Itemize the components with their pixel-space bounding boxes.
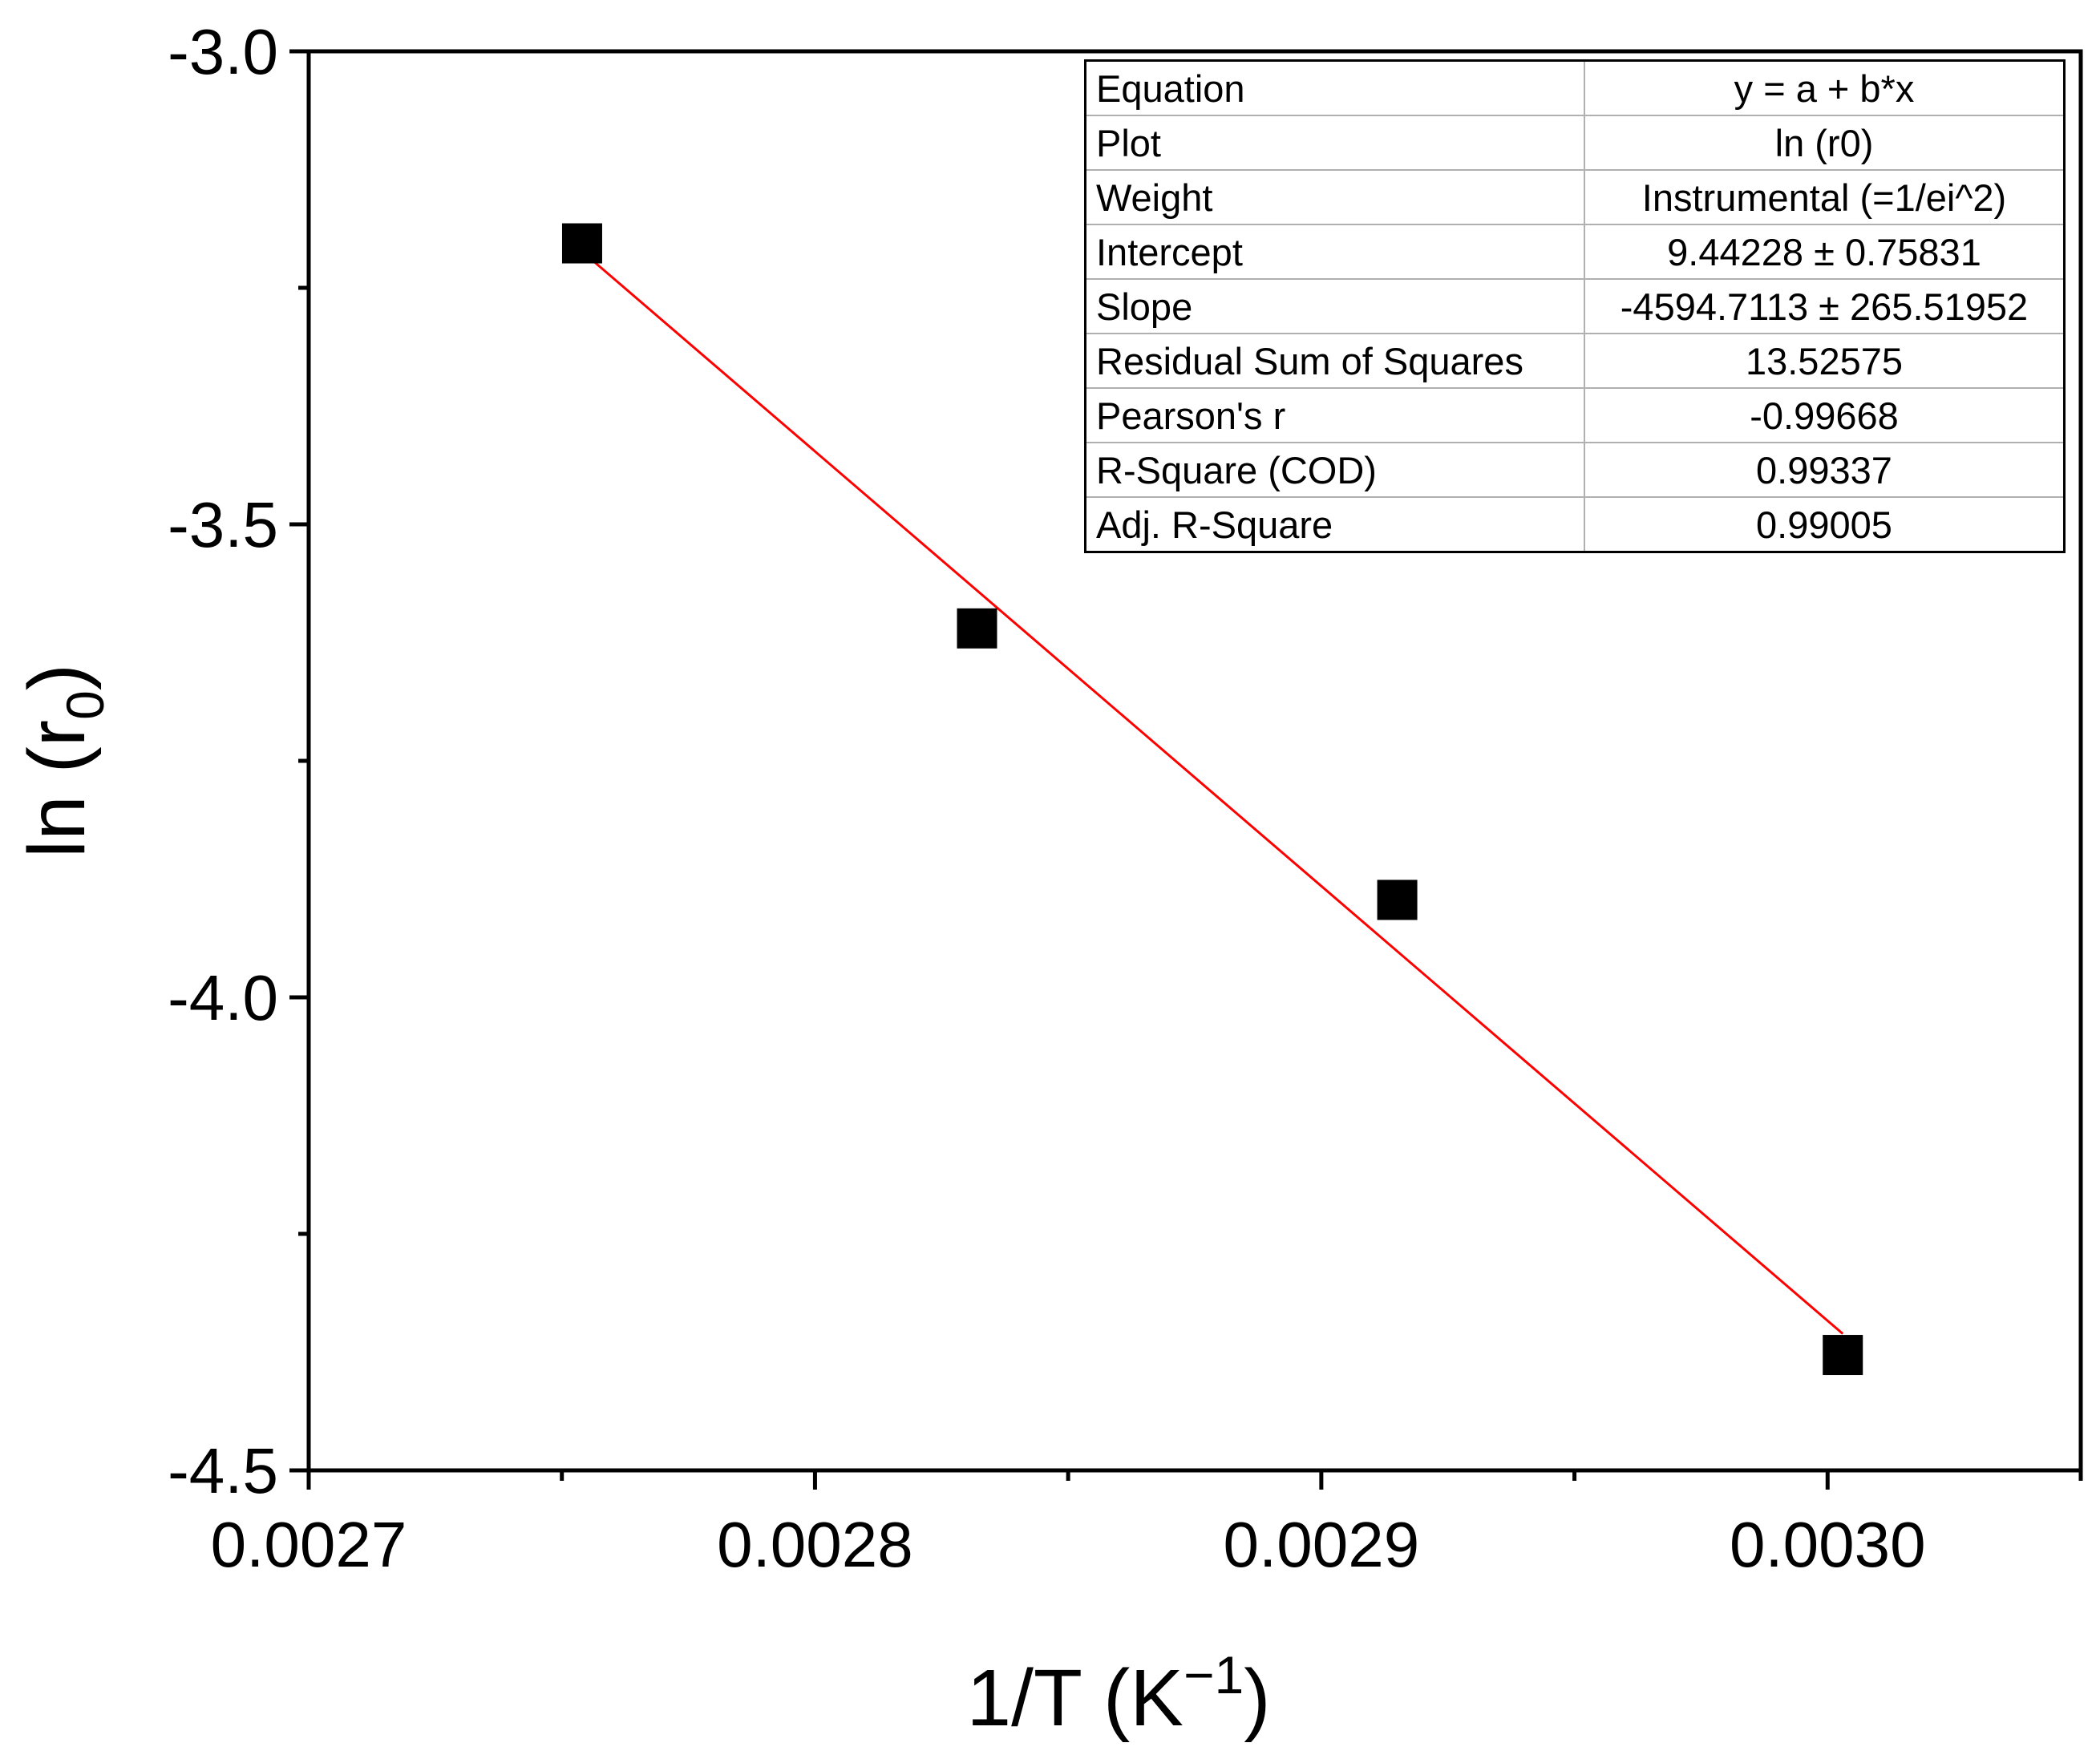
stats-row: R-Square (COD) 0.99337 — [1084, 442, 2066, 498]
stats-label: Adj. R-Square — [1084, 496, 1585, 553]
data-point — [561, 223, 602, 264]
stats-row: Equation y = a + b*x — [1084, 59, 2066, 116]
stats-label: Slope — [1084, 278, 1585, 334]
stats-label: R-Square (COD) — [1084, 442, 1585, 498]
y-tick-label: -3.0 — [168, 16, 278, 87]
stats-row: Weight Instrumental (=1/ei^2) — [1084, 169, 2066, 225]
stats-label: Residual Sum of Squares — [1084, 333, 1585, 389]
y-tick-label: -3.5 — [168, 489, 278, 560]
stats-row: Residual Sum of Squares 13.52575 — [1084, 333, 2066, 389]
y-tick-label: -4.5 — [168, 1435, 278, 1506]
stats-value: 9.44228 ± 0.75831 — [1584, 224, 2066, 280]
data-points — [561, 223, 1863, 1376]
stats-row: Intercept 9.44228 ± 0.75831 — [1084, 224, 2066, 280]
stats-value: y = a + b*x — [1584, 59, 2066, 116]
stats-value: 13.52575 — [1584, 333, 2066, 389]
stats-label: Plot — [1084, 115, 1585, 171]
x-axis: 0.0027 0.0028 0.0029 0.0030 — [211, 1470, 2083, 1580]
stats-label: Pearson's r — [1084, 387, 1585, 443]
stats-label: Weight — [1084, 169, 1585, 225]
data-point — [957, 608, 997, 649]
data-point — [1377, 879, 1418, 920]
linear-fit-line — [581, 250, 1844, 1335]
stats-row: Pearson's r -0.99668 — [1084, 387, 2066, 443]
x-tick-label: 0.0030 — [1730, 1509, 1926, 1580]
x-tick-label: 0.0027 — [211, 1509, 407, 1580]
y-axis-title: ln (r0) — [12, 664, 115, 858]
stats-row: Adj. R-Square 0.99005 — [1084, 496, 2066, 553]
x-axis-title: 1/T (K−1) — [966, 1645, 1270, 1743]
stats-value: ln (r0) — [1584, 115, 2066, 171]
fit-statistics-table: Equation y = a + b*x Plot ln (r0) Weight Inst… — [1084, 59, 2066, 553]
data-point — [1823, 1335, 1863, 1376]
stats-row: Plot ln (r0) — [1084, 115, 2066, 171]
x-tick-label: 0.0029 — [1224, 1509, 1420, 1580]
stats-row: Slope -4594.7113 ± 265.51952 — [1084, 278, 2066, 334]
stats-value: -4594.7113 ± 265.51952 — [1584, 278, 2066, 334]
stats-value: 0.99337 — [1584, 442, 2066, 498]
y-axis: -3.0 -3.5 -4.0 -4.5 — [168, 16, 309, 1506]
stats-label: Intercept — [1084, 224, 1585, 280]
y-tick-label: -4.0 — [168, 962, 278, 1033]
stats-value: -0.99668 — [1584, 387, 2066, 443]
stats-value: Instrumental (=1/ei^2) — [1584, 169, 2066, 225]
stats-label: Equation — [1084, 59, 1585, 116]
stats-value: 0.99005 — [1584, 496, 2066, 553]
x-tick-label: 0.0028 — [717, 1509, 913, 1580]
